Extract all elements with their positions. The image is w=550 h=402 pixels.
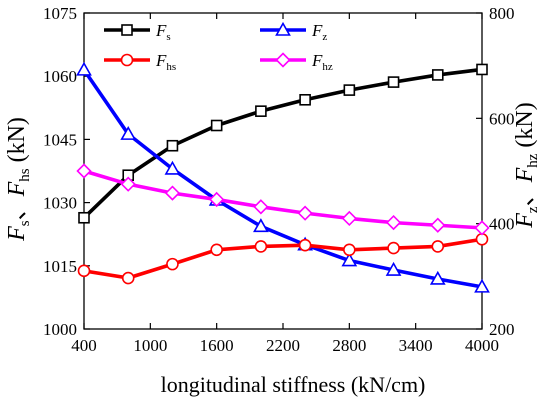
y-left-tick-label: 1015 <box>43 257 77 276</box>
x-tick-label: 2800 <box>332 336 366 355</box>
y-left-tick-label: 1060 <box>43 67 77 86</box>
series-line <box>83 237 483 280</box>
y-left-axis-title-symbol-1: F <box>4 226 30 242</box>
y-right-tick-label: 400 <box>489 215 515 234</box>
legend-item: Fz <box>260 21 327 43</box>
y-left-axis-title-sub-2: hs <box>17 168 33 182</box>
x-tick-label: 4000 <box>465 336 499 355</box>
legend-item: Fhs <box>104 51 176 73</box>
x-axis-title: longitudinal stiffness (kN/cm) <box>161 372 426 397</box>
legend-label: Fhs <box>155 51 176 73</box>
data-point <box>210 119 223 132</box>
data-point <box>121 271 135 285</box>
legend-item: Fs <box>104 21 171 43</box>
legend-marker <box>121 24 133 36</box>
data-point <box>431 69 444 81</box>
data-point <box>341 210 357 227</box>
data-point <box>164 160 181 175</box>
legend-item: Fhz <box>260 51 333 73</box>
y-left-axis-title-symbol-2: F <box>4 181 30 197</box>
series-fhz <box>76 163 490 236</box>
y-right-axis-title-sep: 、 <box>512 182 538 206</box>
data-point <box>254 240 268 253</box>
y-right-tick-label: 800 <box>489 4 515 23</box>
y-right-axis-title-symbol-1: F <box>512 213 538 229</box>
data-point <box>385 261 402 276</box>
y-right-axis-title-unit: (kN) <box>512 102 538 153</box>
data-point <box>341 252 358 267</box>
legend-marker <box>120 53 134 67</box>
series-line <box>82 68 483 289</box>
y-left-tick-label: 1000 <box>43 320 77 339</box>
y-right-tick-label: 600 <box>489 109 515 128</box>
data-point <box>210 243 223 257</box>
x-tick-label: 2200 <box>266 336 300 355</box>
y-right-axis-title: Fz、Fhz (kN) <box>512 102 541 229</box>
series-line <box>82 67 483 220</box>
data-point <box>164 185 181 201</box>
data-point <box>253 199 269 215</box>
data-point <box>166 257 179 271</box>
data-point <box>120 126 137 140</box>
x-tick-label: 400 <box>71 336 97 355</box>
data-point <box>385 214 402 231</box>
x-tick-label: 1000 <box>133 336 167 355</box>
data-point <box>76 61 92 76</box>
y-left-axis-title-sub-1: s <box>17 220 33 226</box>
data-point <box>299 93 311 106</box>
data-point <box>430 217 446 233</box>
data-point <box>343 243 356 257</box>
data-point <box>474 220 490 236</box>
legend-label: Fhz <box>311 51 333 73</box>
data-point <box>76 163 92 179</box>
y-left-axis-title-sep: 、 <box>4 196 30 220</box>
x-tick-label: 1600 <box>200 336 234 355</box>
x-tick-label: 3400 <box>399 336 433 355</box>
data-point <box>77 264 91 278</box>
y-left-tick-label: 1030 <box>43 194 77 213</box>
y-right-axis-title-sub-1: z <box>525 206 541 213</box>
series-line <box>83 169 483 230</box>
data-point <box>78 211 90 224</box>
data-point <box>166 139 179 152</box>
data-point <box>298 238 312 252</box>
data-point <box>387 76 400 88</box>
data-point <box>429 270 446 285</box>
data-point <box>387 241 400 255</box>
data-point <box>297 205 313 221</box>
y-left-tick-label: 1075 <box>43 4 77 23</box>
series-fs <box>78 63 488 224</box>
series-fhs <box>77 232 489 285</box>
data-point <box>431 240 445 253</box>
data-point <box>343 84 356 96</box>
data-point <box>255 105 267 117</box>
legend-marker <box>275 52 291 68</box>
legend-label: Fs <box>155 21 171 43</box>
y-right-axis-title-symbol-2: F <box>512 167 538 183</box>
legend-label: Fz <box>311 21 327 43</box>
y-left-axis-title-unit: (kN) <box>4 117 30 168</box>
y-left-tick-label: 1045 <box>43 130 77 149</box>
data-point <box>476 63 488 76</box>
series-fz <box>76 61 490 293</box>
data-point <box>120 176 136 192</box>
data-point <box>209 191 225 208</box>
data-point <box>253 218 269 233</box>
y-right-axis-title-sub-2: hz <box>525 153 541 168</box>
legend-marker <box>275 21 291 36</box>
data-point <box>474 278 490 293</box>
y-left-axis-title: Fs、Fhs (kN) <box>4 117 33 242</box>
y-right-tick-label: 200 <box>489 320 515 339</box>
